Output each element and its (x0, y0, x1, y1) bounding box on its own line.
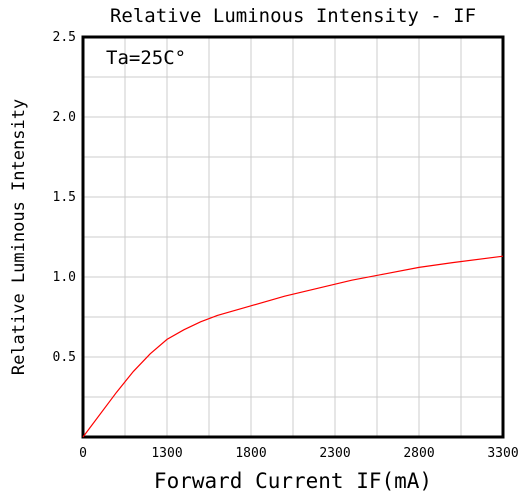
grid (83, 37, 503, 437)
chart-title: Relative Luminous Intensity - IF (110, 5, 476, 27)
x-tick-label: 1800 (235, 446, 266, 461)
x-tick-label: 2800 (403, 446, 434, 461)
y-tick-label: 1.0 (53, 270, 76, 285)
x-tick-label: 3300 (487, 446, 518, 461)
x-tick-label: 0 (79, 446, 87, 461)
y-tick-label: 1.5 (53, 190, 76, 205)
y-tick-label: 2.0 (53, 110, 76, 125)
y-tick-label: 0.5 (53, 350, 76, 365)
x-axis-label: Forward Current IF(mA) (154, 469, 432, 493)
x-tick-label: 2300 (319, 446, 350, 461)
y-tick-labels: 0.5 1.0 1.5 2.0 2.5 (53, 30, 76, 365)
y-axis-label: Relative Luminous Intensity (9, 99, 29, 375)
temperature-annotation: Ta=25C° (106, 47, 186, 69)
y-tick-label: 2.5 (53, 30, 76, 45)
x-tick-label: 1300 (151, 446, 182, 461)
series-line-0 (82, 255, 504, 438)
plot-frame (81, 35, 505, 439)
x-tick-labels: 0 1300 1800 2300 2800 3300 (79, 446, 519, 461)
series-group (82, 255, 504, 438)
